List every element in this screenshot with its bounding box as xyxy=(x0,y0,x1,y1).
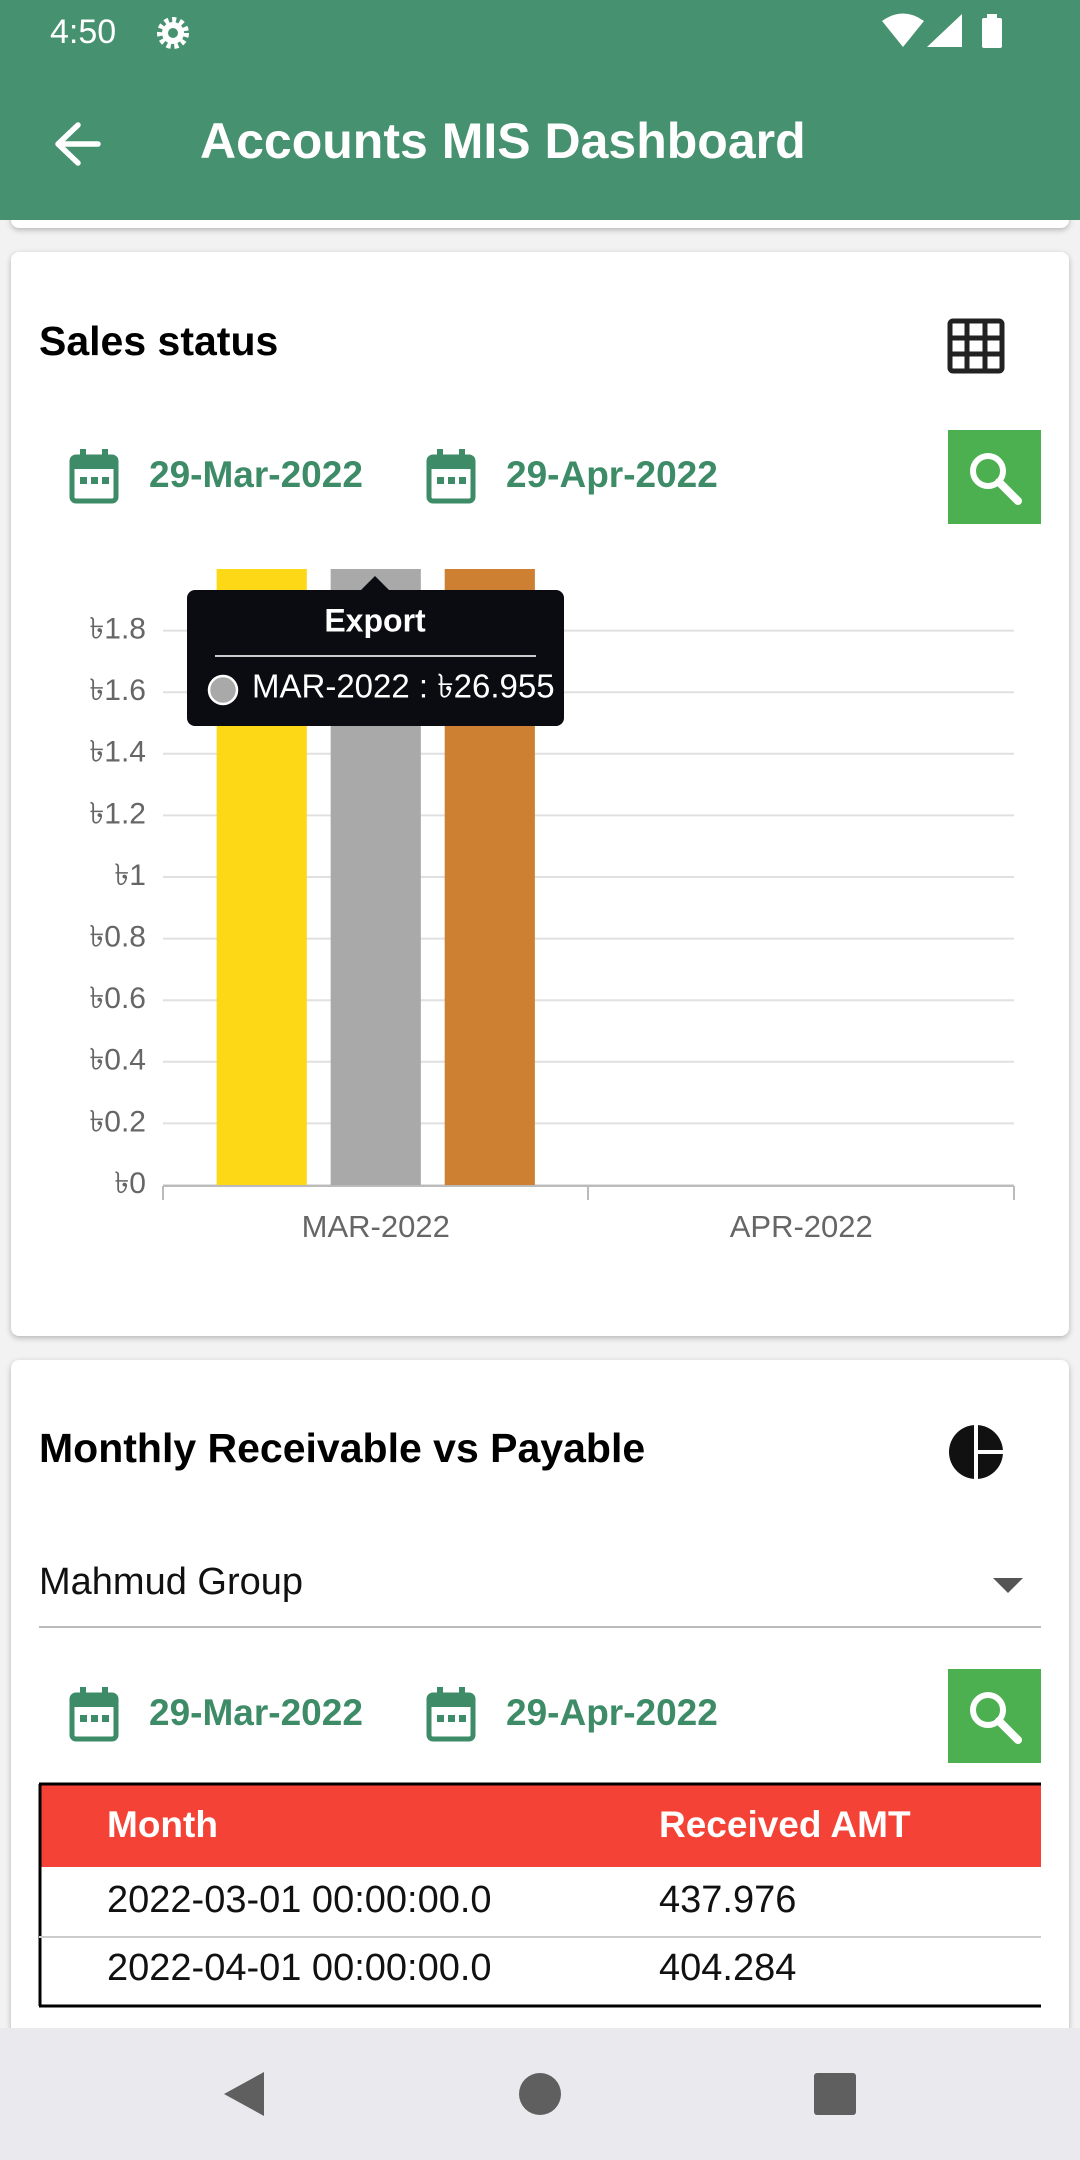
nav-back[interactable] xyxy=(224,2072,264,2116)
dropdown-arrow[interactable] xyxy=(993,1578,1023,1593)
nav-recents[interactable] xyxy=(814,2073,856,2115)
x-labels: MAR-2022 APR-2022 xyxy=(302,1209,873,1244)
tooltip: Export MAR-2022 : ৳26.955 xyxy=(187,576,564,726)
table-view-button[interactable] xyxy=(947,318,1005,374)
from-date[interactable]: 29-Mar-2022 xyxy=(149,1692,363,1733)
status-time: 4:50 xyxy=(50,13,116,51)
to-date[interactable]: 29-Apr-2022 xyxy=(506,454,718,495)
dropdown[interactable]: Mahmud Group xyxy=(39,1561,303,1603)
chart-view-button[interactable] xyxy=(949,1424,1004,1480)
table-cell: 2022-03-01 00:00:00.0 xyxy=(107,1879,492,1921)
settings-icon xyxy=(157,17,189,49)
y-tick-label: ৳1.6 xyxy=(89,674,146,707)
search-button[interactable] xyxy=(948,430,1041,524)
app-title: Accounts MIS Dashboard xyxy=(200,113,806,169)
nav-home[interactable] xyxy=(519,2073,561,2115)
to-date[interactable]: 29-Apr-2022 xyxy=(506,1692,718,1733)
y-tick-label: ৳0 xyxy=(114,1167,146,1200)
card-title: Monthly Receivable vs Payable xyxy=(39,1425,645,1471)
x-axis-dividers xyxy=(162,1186,1015,1200)
card xyxy=(11,1360,1069,2060)
table-cell: 404.284 xyxy=(659,1947,796,1989)
table: Month Received AMT 2022-03-01 00:00:00.0 43… xyxy=(38,1782,1041,2008)
card-title: Sales status xyxy=(39,318,278,364)
table-header xyxy=(39,1784,1041,1867)
table-header-cell: Received AMT xyxy=(659,1804,911,1845)
y-tick-label: ৳1.2 xyxy=(89,797,146,830)
table-cell: 437.976 xyxy=(659,1879,796,1921)
y-tick-label: ৳1 xyxy=(114,859,146,892)
back-button[interactable] xyxy=(55,122,101,166)
y-tick-label: ৳0.2 xyxy=(89,1105,146,1138)
y-tick-label: ৳1.4 xyxy=(89,736,146,769)
battery-icon xyxy=(982,14,1002,48)
tooltip-title: Export xyxy=(324,602,426,638)
x-tick-label: MAR-2022 xyxy=(302,1209,450,1244)
tooltip-text: MAR-2022 : ৳26.955 xyxy=(252,668,555,705)
card xyxy=(11,252,1069,1336)
y-tick-label: ৳0.4 xyxy=(89,1044,146,1077)
from-date[interactable]: 29-Mar-2022 xyxy=(149,454,363,495)
search-button[interactable] xyxy=(948,1669,1041,1763)
table-header-cell: Month xyxy=(107,1804,218,1845)
y-tick-label: ৳0.8 xyxy=(89,921,146,954)
wifi-icon xyxy=(882,13,924,47)
table-cell: 2022-04-01 00:00:00.0 xyxy=(107,1947,492,1989)
y-tick-label: ৳0.6 xyxy=(89,982,146,1015)
x-tick-label: APR-2022 xyxy=(730,1209,873,1244)
y-tick-label: ৳1.8 xyxy=(89,613,146,646)
signal-icon xyxy=(927,14,962,47)
